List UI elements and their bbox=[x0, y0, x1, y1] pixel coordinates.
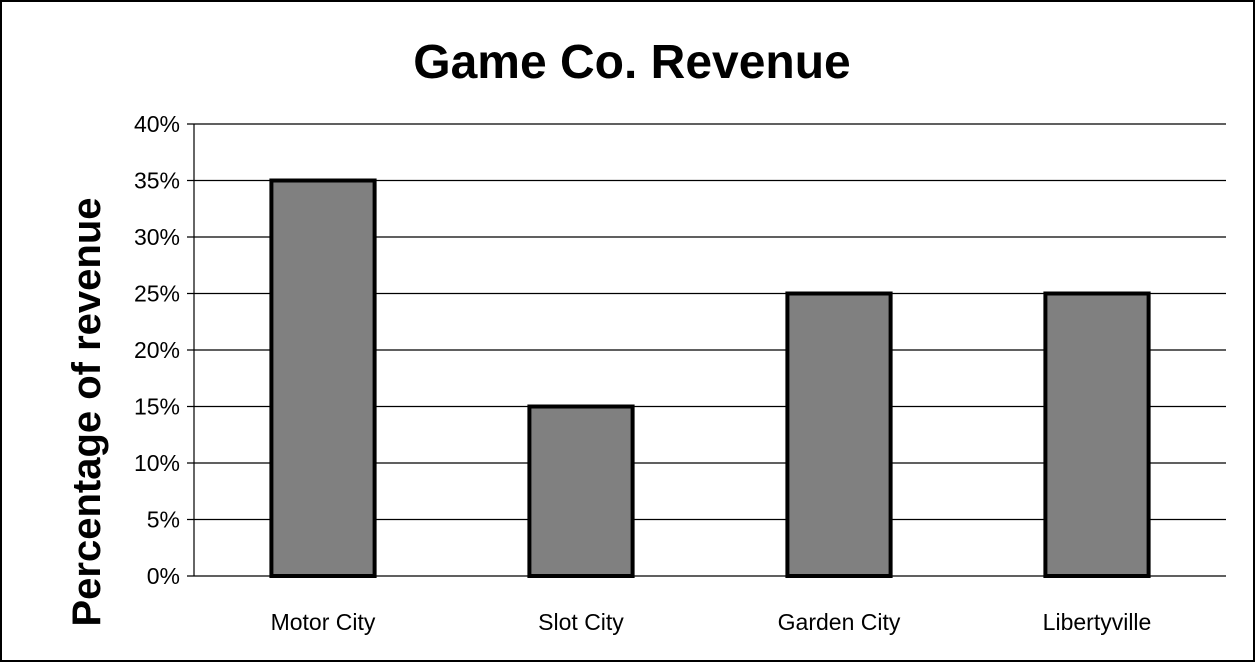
y-tick-label: 10% bbox=[134, 450, 180, 476]
bar bbox=[269, 178, 377, 578]
bar bbox=[785, 291, 893, 578]
y-tick-label: 15% bbox=[134, 394, 180, 420]
y-tick-label: 25% bbox=[134, 281, 180, 307]
y-tick-label: 5% bbox=[147, 507, 180, 533]
x-tick-label: Libertyville bbox=[1043, 609, 1152, 635]
bars bbox=[269, 178, 1151, 578]
y-tick-label: 40% bbox=[134, 111, 180, 137]
y-tick-label: 0% bbox=[147, 563, 180, 589]
chart-title: Game Co. Revenue bbox=[413, 36, 850, 89]
x-tick-label: Garden City bbox=[778, 609, 901, 635]
y-tick-label: 35% bbox=[134, 168, 180, 194]
y-tick-label: 30% bbox=[134, 224, 180, 250]
bar bbox=[1043, 291, 1151, 578]
x-tick-label: Motor City bbox=[271, 609, 376, 635]
x-tick-label: Slot City bbox=[538, 609, 624, 635]
bar bbox=[527, 404, 635, 578]
y-tick-label: 20% bbox=[134, 337, 180, 363]
y-axis-ticks: 0% 5% 10% 15% 20% 25% 30% 35% 40% bbox=[134, 111, 180, 589]
y-axis-label: Percentage of revenue bbox=[65, 197, 109, 626]
x-axis-ticks: Motor City Slot City Garden City Libertyvil… bbox=[271, 609, 1152, 635]
